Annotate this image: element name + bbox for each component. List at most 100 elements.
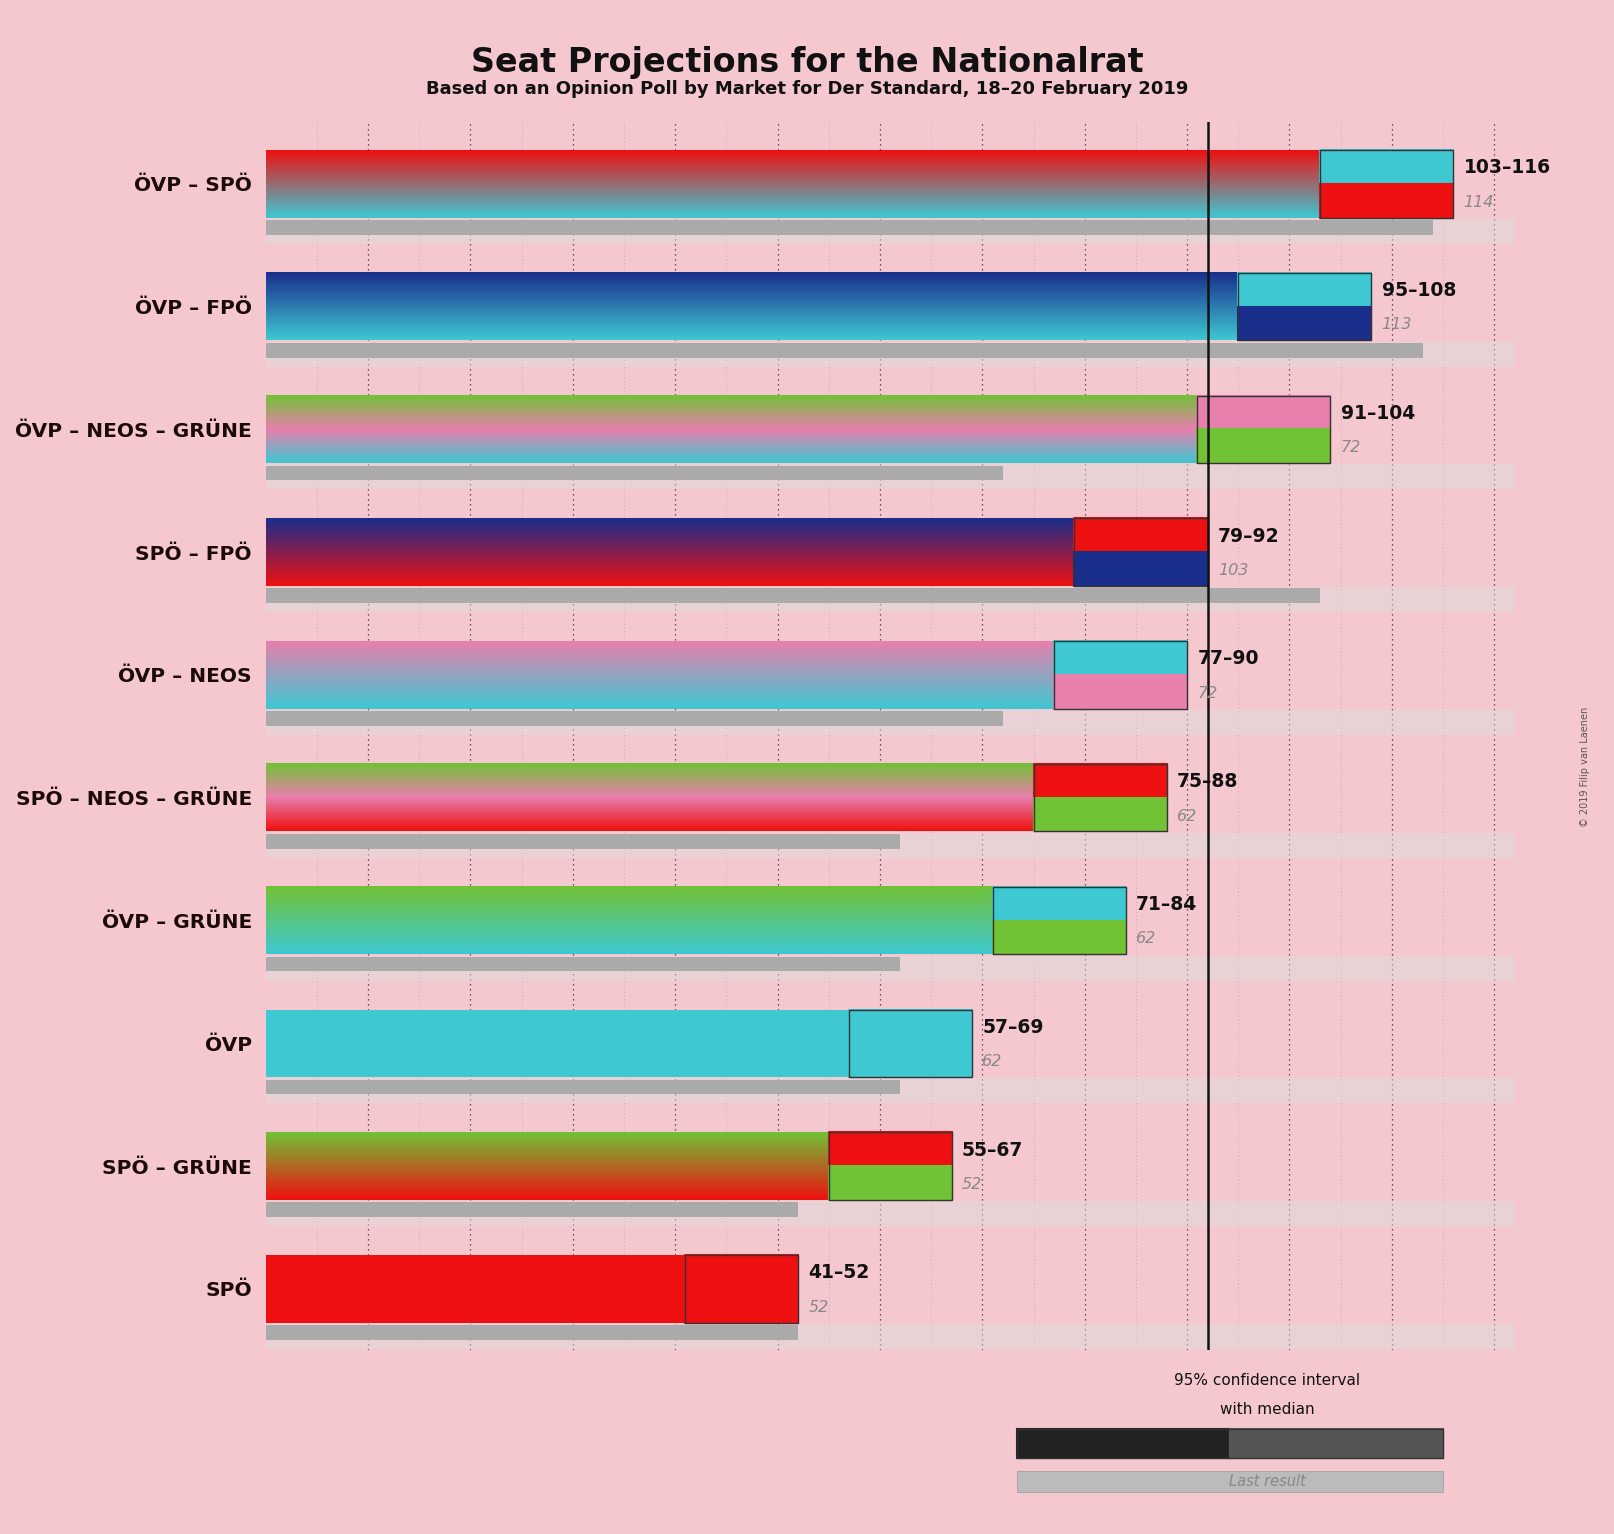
Bar: [1033, 764, 1167, 798]
Bar: [993, 887, 1125, 954]
Bar: [1054, 641, 1186, 709]
Bar: [266, 307, 1238, 341]
Bar: [266, 396, 1198, 419]
Bar: [266, 1201, 1514, 1226]
Text: Last result: Last result: [1228, 1474, 1306, 1490]
Text: 72: 72: [1198, 686, 1217, 701]
Text: 75–88: 75–88: [1177, 772, 1238, 792]
Bar: [266, 808, 1033, 831]
Bar: [849, 1009, 972, 1077]
Text: 113: 113: [1382, 318, 1412, 333]
Bar: [266, 834, 901, 848]
Bar: [266, 710, 1514, 735]
Bar: [1320, 150, 1453, 184]
Bar: [266, 641, 1054, 675]
Bar: [266, 1166, 828, 1200]
Text: Seat Projections for the Nationalrat: Seat Projections for the Nationalrat: [471, 46, 1143, 80]
Bar: [686, 1289, 797, 1322]
Bar: [1017, 1471, 1443, 1493]
Bar: [1054, 641, 1186, 675]
Bar: [266, 1255, 686, 1322]
Bar: [266, 1325, 797, 1339]
Bar: [1198, 396, 1330, 430]
Text: 57–69: 57–69: [983, 1019, 1044, 1037]
Bar: [1075, 518, 1207, 586]
Bar: [686, 1255, 797, 1322]
Bar: [1033, 764, 1167, 831]
Bar: [266, 887, 993, 920]
Bar: [266, 342, 1422, 357]
Bar: [266, 440, 1198, 463]
Bar: [1017, 1428, 1230, 1459]
Text: © 2019 Filip van Laenen: © 2019 Filip van Laenen: [1580, 707, 1590, 827]
Bar: [266, 833, 1514, 858]
Bar: [266, 589, 1320, 603]
Text: with median: with median: [1220, 1402, 1314, 1417]
Text: Based on an Opinion Poll by Market for Der Standard, 18–20 February 2019: Based on an Opinion Poll by Market for D…: [426, 80, 1188, 98]
Bar: [1230, 1428, 1443, 1459]
Bar: [266, 920, 993, 954]
Text: 55–67: 55–67: [962, 1141, 1023, 1160]
Bar: [266, 419, 1198, 440]
Bar: [1198, 430, 1330, 463]
Bar: [828, 1132, 952, 1166]
Bar: [1320, 150, 1453, 218]
Text: 62: 62: [1136, 931, 1156, 946]
Bar: [266, 764, 1033, 787]
Bar: [849, 1043, 972, 1077]
Bar: [266, 518, 1075, 552]
Text: 62: 62: [1177, 808, 1198, 824]
Bar: [266, 675, 1054, 709]
Text: 114: 114: [1464, 195, 1495, 210]
Bar: [266, 552, 1075, 586]
Text: 103: 103: [1219, 563, 1248, 578]
Bar: [266, 219, 1433, 235]
Bar: [266, 1080, 901, 1094]
Bar: [1238, 307, 1372, 341]
Bar: [266, 1203, 797, 1216]
Bar: [266, 273, 1238, 307]
Bar: [266, 956, 1514, 980]
Bar: [266, 712, 1002, 726]
Bar: [266, 1132, 828, 1166]
Bar: [1033, 798, 1167, 831]
Bar: [266, 342, 1514, 367]
Bar: [266, 588, 1514, 612]
Text: 95% confidence interval: 95% confidence interval: [1173, 1373, 1361, 1388]
Text: 95–108: 95–108: [1382, 281, 1456, 301]
Bar: [828, 1166, 952, 1200]
Bar: [1017, 1428, 1443, 1459]
Bar: [1075, 552, 1207, 586]
Bar: [1238, 273, 1372, 307]
Bar: [1238, 273, 1372, 341]
Text: 91–104: 91–104: [1341, 403, 1415, 423]
Text: 52: 52: [809, 1299, 828, 1315]
Bar: [993, 887, 1125, 920]
Bar: [993, 920, 1125, 954]
Text: 41–52: 41–52: [809, 1264, 870, 1282]
Bar: [1054, 675, 1186, 709]
Text: 52: 52: [962, 1177, 981, 1192]
Bar: [266, 466, 1002, 480]
Bar: [849, 1009, 972, 1043]
Bar: [266, 957, 901, 971]
Bar: [266, 787, 1033, 808]
Bar: [266, 465, 1514, 489]
Bar: [1198, 396, 1330, 463]
Text: 62: 62: [983, 1054, 1002, 1069]
Bar: [686, 1255, 797, 1289]
Bar: [266, 1078, 1514, 1103]
Bar: [266, 219, 1514, 244]
Bar: [266, 184, 1320, 218]
Bar: [1320, 184, 1453, 218]
Text: 77–90: 77–90: [1198, 649, 1259, 669]
Bar: [266, 1324, 1514, 1348]
Bar: [1075, 518, 1207, 552]
Text: 103–116: 103–116: [1464, 158, 1551, 178]
Text: 71–84: 71–84: [1136, 894, 1198, 914]
Text: 79–92: 79–92: [1219, 526, 1280, 546]
Bar: [828, 1132, 952, 1200]
Text: 72: 72: [1341, 440, 1361, 456]
Bar: [266, 1009, 849, 1077]
Bar: [266, 150, 1320, 184]
